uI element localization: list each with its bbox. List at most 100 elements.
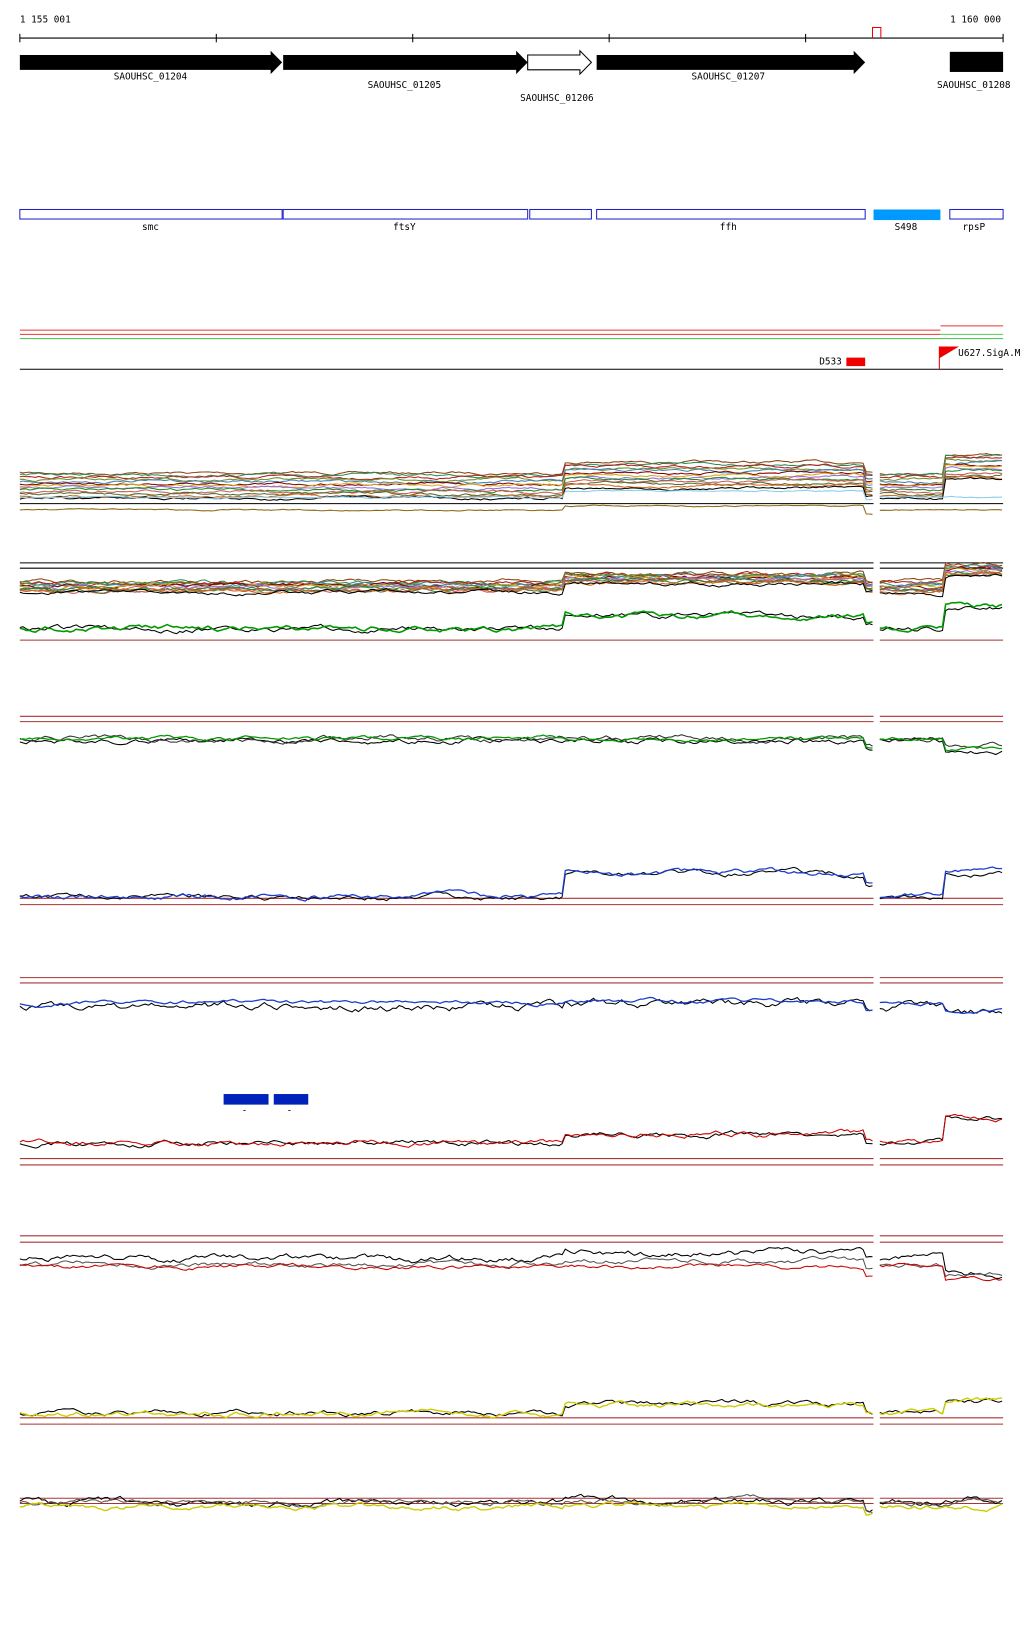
- signal-line: [19, 489, 873, 501]
- signal-tracks: [19, 453, 1004, 1516]
- signal-line: [19, 866, 873, 902]
- signal-line: [879, 1115, 1003, 1146]
- feature-box: [873, 209, 941, 221]
- feature-box: [949, 208, 1004, 220]
- signal-line: [19, 734, 873, 747]
- gene-label: SAOUHSC_01208: [937, 80, 1011, 91]
- gene-arrow: [283, 50, 528, 75]
- signal-line: [879, 1262, 1003, 1278]
- signal-line: [879, 565, 1003, 589]
- gene-label: SAOUHSC_01206: [520, 93, 594, 104]
- signal-line: [879, 736, 1003, 752]
- signal-line: [19, 573, 873, 589]
- signal-line: [879, 870, 1003, 900]
- block-track: - -: [223, 1094, 309, 1117]
- signal-line: [19, 1255, 873, 1270]
- signal-line: [879, 999, 1003, 1014]
- signal-line: [879, 468, 1003, 492]
- signal-line: [19, 459, 873, 476]
- signal-line: [19, 570, 873, 588]
- ruler: 1 155 001 1 160 000: [19, 15, 1004, 43]
- signal-line: [19, 1130, 873, 1149]
- marker-track: D533 U627.SigA.M: [19, 325, 1021, 370]
- signal-line: [879, 475, 1003, 498]
- gene-label: SAOUHSC_01204: [114, 72, 188, 83]
- marker-flag: [938, 346, 960, 370]
- signal-line: [879, 1503, 1003, 1513]
- signal-line: [19, 866, 873, 902]
- signal-line: [19, 477, 873, 496]
- signal-line: [879, 1396, 1003, 1416]
- signal-line: [879, 456, 1003, 479]
- signal-line: [19, 504, 873, 515]
- feature-track: smc ftsY ffh S498 rpsP: [19, 208, 1004, 233]
- signal-line: [19, 1247, 873, 1264]
- signal-line: [879, 464, 1003, 487]
- signal-line: [19, 996, 873, 1013]
- feature-label: smc: [142, 222, 159, 233]
- ruler-marker: [871, 26, 882, 39]
- signal-line: [19, 1493, 873, 1514]
- marker-label: D533: [819, 356, 842, 367]
- signal-line: [879, 1001, 1003, 1014]
- signal-line: [19, 1500, 873, 1516]
- signal-line: [879, 508, 1003, 511]
- signal-line: [879, 476, 1003, 501]
- ruler-end: 1 160 000: [950, 15, 1001, 26]
- gene-label: SAOUHSC_01205: [368, 80, 442, 91]
- feature-label: ftsY: [393, 222, 416, 233]
- signal-line: [19, 1400, 873, 1419]
- signal-line: [879, 454, 1003, 476]
- gene-label: SAOUHSC_01207: [692, 72, 766, 83]
- signal-line: [19, 1398, 873, 1418]
- signal-line: [879, 458, 1003, 481]
- gene-arrow: [19, 50, 283, 75]
- feature-label: ffh: [720, 222, 737, 233]
- signal-line: [879, 601, 1003, 633]
- feature-box: [529, 208, 592, 220]
- signal-line: [879, 1398, 1003, 1415]
- signal-line: [879, 460, 1003, 485]
- signal-line: [879, 495, 1003, 499]
- signal-line: [19, 1128, 873, 1148]
- block: [223, 1094, 269, 1105]
- block-label: -: [242, 1105, 248, 1116]
- signal-line: [19, 578, 873, 594]
- signal-line: [19, 734, 873, 749]
- marker-label: U627.SigA.M: [958, 348, 1021, 359]
- feature-box: [596, 208, 866, 220]
- block: [273, 1094, 309, 1105]
- feature-box: [19, 208, 283, 220]
- signal-line: [879, 466, 1003, 489]
- signal-line: [879, 573, 1003, 598]
- signal-line: [879, 1113, 1003, 1145]
- feature-label: S498: [895, 222, 918, 233]
- signal-line: [19, 996, 873, 1012]
- signal-line: [879, 564, 1003, 588]
- feature-label: rpsP: [963, 222, 986, 233]
- signal-line: [879, 866, 1003, 899]
- signal-line: [19, 610, 873, 634]
- signal-line: [879, 1262, 1003, 1282]
- signal-line: [19, 1262, 873, 1278]
- gene-track: SAOUHSC_01204 SAOUHSC_01205 SAOUHSC_0120…: [19, 49, 1011, 104]
- signal-line: [879, 472, 1003, 495]
- signal-line: [879, 571, 1003, 596]
- marker-box: [846, 357, 866, 367]
- ruler-start: 1 155 001: [20, 15, 71, 26]
- signal-line: [19, 480, 873, 497]
- gene-arrow: [596, 50, 866, 75]
- signal-line: [879, 1497, 1003, 1508]
- feature-box: [282, 208, 529, 220]
- block-label: -: [287, 1105, 293, 1116]
- signal-line: [19, 580, 873, 597]
- signal-line: [879, 605, 1003, 632]
- signal-line: [879, 561, 1003, 583]
- signal-line: [879, 474, 1003, 497]
- signal-line: [19, 736, 873, 751]
- signal-line: [19, 461, 873, 479]
- signal-line: [879, 737, 1003, 756]
- signal-line: [19, 470, 873, 487]
